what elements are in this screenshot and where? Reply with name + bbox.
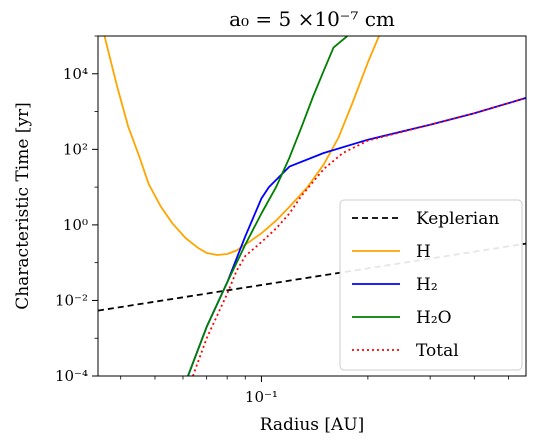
legend-box xyxy=(339,199,523,371)
series-line-1 xyxy=(103,36,380,256)
legend-label-3: H₂O xyxy=(416,308,452,328)
y-tick-label: 10⁴ xyxy=(63,65,88,83)
y-tick-label: 10⁻⁴ xyxy=(55,367,88,385)
legend-label-2: H₂ xyxy=(416,275,438,295)
y-tick-label: 10⁻² xyxy=(55,291,88,309)
y-tick-label: 10² xyxy=(63,140,88,158)
chart-title: a₀ = 5 ×10⁻⁷ cm xyxy=(229,7,395,31)
plot-frame xyxy=(97,35,527,377)
x-tick-label: 10⁻¹ xyxy=(245,388,278,406)
legend-label-1: H xyxy=(416,242,431,262)
legend-label-4: Total xyxy=(416,341,459,361)
x-axis-label: Radius [AU] xyxy=(260,415,365,435)
y-tick-label: 10⁰ xyxy=(63,216,88,234)
series-line-3 xyxy=(187,36,348,376)
y-axis-label: Characteristic Time [yr] xyxy=(13,102,33,310)
ticks-layer: 10⁻¹ 10⁻⁴ 10⁻² 10⁰ 10² 10⁴ xyxy=(55,35,509,406)
legend: Keplerian H H₂ H₂O Total xyxy=(339,199,523,371)
legend-items: Keplerian H H₂ H₂O Total xyxy=(352,209,499,361)
legend-label-0: Keplerian xyxy=(416,209,499,229)
